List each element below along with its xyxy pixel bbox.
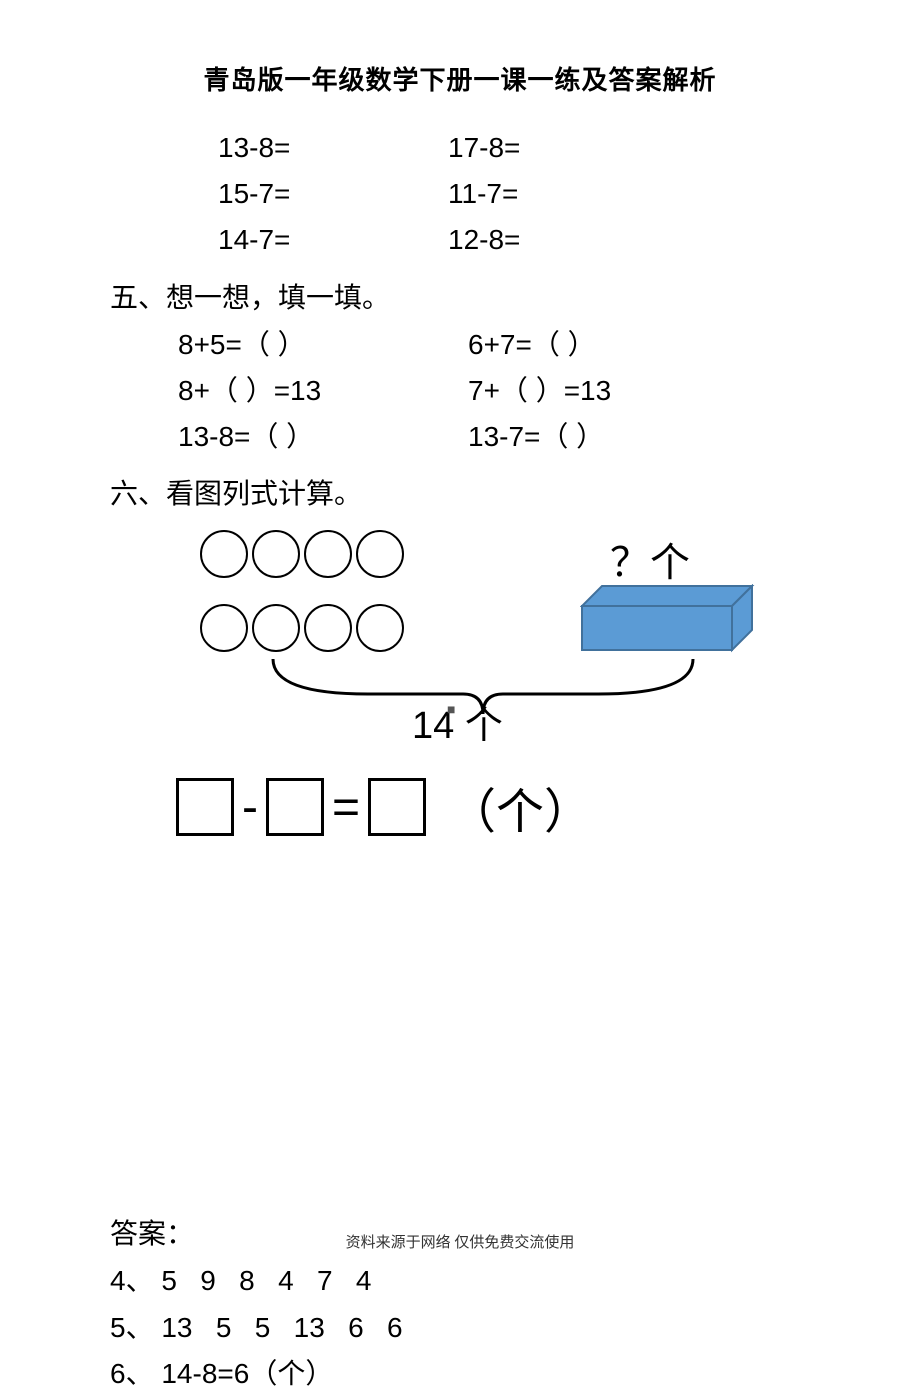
eq-right: 17-8= bbox=[448, 125, 520, 171]
question-label: ？个 bbox=[610, 530, 690, 588]
answer-line: 4、 5 9 8 4 7 4 bbox=[110, 1258, 810, 1304]
eq-row: 14-7= 12-8= bbox=[218, 217, 810, 263]
equation-boxes: - = （个） bbox=[172, 772, 592, 842]
circle-icon bbox=[252, 604, 300, 652]
section-5-heading: 五、想一想，填一填。 bbox=[110, 276, 810, 316]
page-title: 青岛版一年级数学下册一课一练及答案解析 bbox=[110, 60, 810, 97]
equals-op: = bbox=[332, 780, 360, 835]
circles-row-2 bbox=[200, 604, 404, 652]
total-label: 14 个 bbox=[412, 694, 503, 749]
page-separator-icon: ■ bbox=[447, 703, 455, 719]
answer-box bbox=[368, 778, 426, 836]
fill-right: 7+（ ）=13 bbox=[468, 368, 611, 414]
circle-icon bbox=[252, 530, 300, 578]
circle-icon bbox=[356, 604, 404, 652]
circle-icon bbox=[304, 604, 352, 652]
fill-right: 6+7=（ ） bbox=[468, 322, 596, 368]
eq-row: 15-7= 11-7= bbox=[218, 171, 810, 217]
eq-left: 13-8= bbox=[218, 125, 448, 171]
fill-row: 13-8=（ ） 13-7=（ ） bbox=[178, 414, 810, 460]
circle-icon bbox=[356, 530, 404, 578]
answer-line: 5、 13 5 5 13 6 6 bbox=[110, 1305, 810, 1351]
cuboid-icon bbox=[580, 584, 755, 654]
eq-row: 13-8= 17-8= bbox=[218, 125, 810, 171]
circle-icon bbox=[304, 530, 352, 578]
circle-icon bbox=[200, 604, 248, 652]
unit-label: （个） bbox=[448, 772, 592, 842]
fill-left: 8+5=（ ） bbox=[178, 322, 468, 368]
eq-right: 12-8= bbox=[448, 217, 520, 263]
answer-box bbox=[266, 778, 324, 836]
section-4-equations: 13-8= 17-8= 15-7= 11-7= 14-7= 12-8= bbox=[218, 125, 810, 264]
section-6-heading: 六、看图列式计算。 bbox=[110, 472, 810, 512]
fill-row: 8+5=（ ） 6+7=（ ） bbox=[178, 322, 810, 368]
circles-row-1 bbox=[200, 530, 404, 578]
fill-left: 13-8=（ ） bbox=[178, 414, 468, 460]
section-5-fill: 8+5=（ ） 6+7=（ ） 8+（ ）=13 7+（ ）=13 13-8=（… bbox=[178, 322, 810, 461]
fill-left: 8+（ ）=13 bbox=[178, 368, 468, 414]
eq-left: 14-7= bbox=[218, 217, 448, 263]
circle-icon bbox=[200, 530, 248, 578]
eq-right: 11-7= bbox=[448, 171, 518, 217]
fill-row: 8+（ ）=13 7+（ ）=13 bbox=[178, 368, 810, 414]
eq-left: 15-7= bbox=[218, 171, 448, 217]
diagram-area: ？个 14 个 ■ - = （个） bbox=[110, 522, 810, 862]
answer-line: 6、 14-8=6（个） bbox=[110, 1351, 810, 1397]
footer-text: 资料来源于网络 仅供免费交流使用 bbox=[0, 1231, 920, 1252]
minus-op: - bbox=[242, 780, 258, 835]
answer-box bbox=[176, 778, 234, 836]
fill-right: 13-7=（ ） bbox=[468, 414, 604, 460]
